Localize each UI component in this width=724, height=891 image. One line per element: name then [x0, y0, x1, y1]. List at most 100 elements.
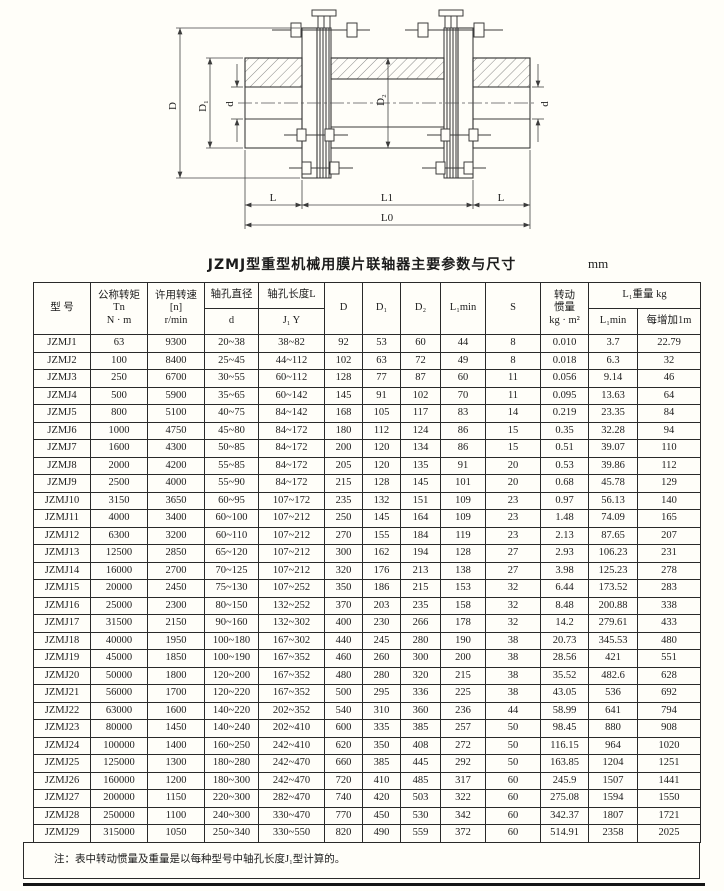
value-cell: 140~220: [204, 701, 259, 720]
value-cell: 23: [485, 509, 541, 528]
value-cell: 22.79: [636, 334, 702, 353]
value-cell: 132~252: [258, 596, 325, 615]
value-cell: 720: [324, 771, 363, 790]
value-cell: 3200: [147, 526, 205, 545]
value-cell: 0.68: [540, 474, 589, 493]
value-cell: 250: [90, 369, 148, 388]
dim-label-D1: D₁: [197, 100, 209, 112]
value-cell: 132: [362, 491, 401, 510]
value-cell: 360: [400, 701, 441, 720]
table-row: JZMJ7 1600 4300 50~85 84~172 200 120 134 86 15 0.5…: [33, 439, 702, 458]
value-cell: 84~172: [258, 421, 325, 440]
value-cell: 9300: [147, 334, 205, 353]
value-cell: 0.010: [540, 334, 589, 353]
value-cell: 320: [400, 666, 441, 685]
value-cell: 165: [636, 509, 702, 528]
value-cell: 260: [362, 649, 401, 668]
value-cell: 480: [636, 631, 702, 650]
value-cell: 5100: [147, 404, 205, 423]
table-row: JZMJ26 160000 1200 180~300 242~470 720 410 485 3…: [33, 771, 702, 790]
value-cell: 91: [362, 386, 401, 405]
value-cell: 320: [324, 561, 363, 580]
value-cell: 310: [362, 701, 401, 720]
value-cell: 50: [485, 719, 541, 738]
value-cell: 107~212: [258, 561, 325, 580]
value-cell: 4200: [147, 456, 205, 475]
header-weight-per-m: 每增加1m: [636, 308, 702, 335]
value-cell: 536: [588, 684, 638, 703]
value-cell: 60: [485, 771, 541, 790]
value-cell: 400: [324, 614, 363, 633]
value-cell: 0.97: [540, 491, 589, 510]
value-cell: 25000: [90, 596, 148, 615]
value-cell: 2.93: [540, 544, 589, 563]
value-cell: 272: [440, 736, 486, 755]
value-cell: 1721: [636, 806, 702, 825]
dim-label-L1: L1: [381, 192, 393, 204]
model-cell: JZMJ29: [33, 824, 91, 843]
model-cell: JZMJ11: [33, 509, 91, 528]
value-cell: 2358: [588, 824, 638, 843]
value-cell: 72: [400, 351, 441, 370]
header-inertia: 转动 惯量 kg · m²: [540, 282, 589, 335]
value-cell: 116.15: [540, 736, 589, 755]
value-cell: 490: [362, 824, 401, 843]
value-cell: 4750: [147, 421, 205, 440]
dim-label-L-right: L: [498, 192, 505, 204]
value-cell: 213: [400, 561, 441, 580]
value-cell: 242~470: [258, 754, 325, 773]
value-cell: 60~110: [204, 526, 259, 545]
model-cell: JZMJ8: [33, 456, 91, 475]
value-cell: 300: [324, 544, 363, 563]
value-cell: 16000: [90, 561, 148, 580]
value-cell: 4000: [90, 509, 148, 528]
header-bore-dia: 轴孔直径: [204, 282, 259, 309]
value-cell: 350: [324, 579, 363, 598]
value-cell: 164: [400, 509, 441, 528]
table-row: JZMJ21 56000 1700 120~220 167~352 500 295 336 22…: [33, 684, 702, 703]
value-cell: 167~352: [258, 649, 325, 668]
dimension-lines: [176, 27, 544, 229]
table-row: JZMJ9 2500 4000 55~90 84~172 215 128 145 101 20 0.…: [33, 474, 702, 493]
header-D: D: [324, 282, 363, 335]
model-cell: JZMJ18: [33, 631, 91, 650]
value-cell: 184: [400, 526, 441, 545]
dim-label-D: D: [167, 102, 179, 110]
value-cell: 200: [440, 649, 486, 668]
value-cell: 410: [362, 771, 401, 790]
table-row: JZMJ20 50000 1800 120~200 167~352 480 280 320 21…: [33, 666, 702, 685]
value-cell: 20~38: [204, 334, 259, 353]
value-cell: 1000: [90, 421, 148, 440]
value-cell: 242~410: [258, 736, 325, 755]
header-D1: D₁: [362, 282, 401, 335]
value-cell: 20.73: [540, 631, 589, 650]
model-cell: JZMJ7: [33, 439, 91, 458]
model-cell: JZMJ2: [33, 351, 91, 370]
value-cell: 145: [400, 474, 441, 493]
value-cell: 64: [636, 386, 702, 405]
value-cell: 135: [400, 456, 441, 475]
value-cell: 2150: [147, 614, 205, 633]
model-cell: JZMJ19: [33, 649, 91, 668]
value-cell: 280: [400, 631, 441, 650]
value-cell: 820: [324, 824, 363, 843]
value-cell: 1950: [147, 631, 205, 650]
header-S: S: [485, 282, 541, 335]
value-cell: 32.28: [588, 421, 638, 440]
header-weight-group: L₁重量 kg: [587, 282, 702, 309]
value-cell: 283: [636, 579, 702, 598]
value-cell: 1.48: [540, 509, 589, 528]
value-cell: 1600: [90, 439, 148, 458]
value-cell: 322: [440, 789, 486, 808]
value-cell: 280: [362, 666, 401, 685]
value-cell: 1441: [636, 771, 702, 790]
table-row: JZMJ5 800 5100 40~75 84~142 168 105 117 83 14 0.21…: [33, 404, 702, 423]
value-cell: 0.056: [540, 369, 589, 388]
model-cell: JZMJ15: [33, 579, 91, 598]
value-cell: 107~212: [258, 509, 325, 528]
value-cell: 202~352: [258, 701, 325, 720]
value-cell: 230: [362, 614, 401, 633]
value-cell: 385: [362, 754, 401, 773]
value-cell: 84~172: [258, 456, 325, 475]
value-cell: 100~190: [204, 649, 259, 668]
